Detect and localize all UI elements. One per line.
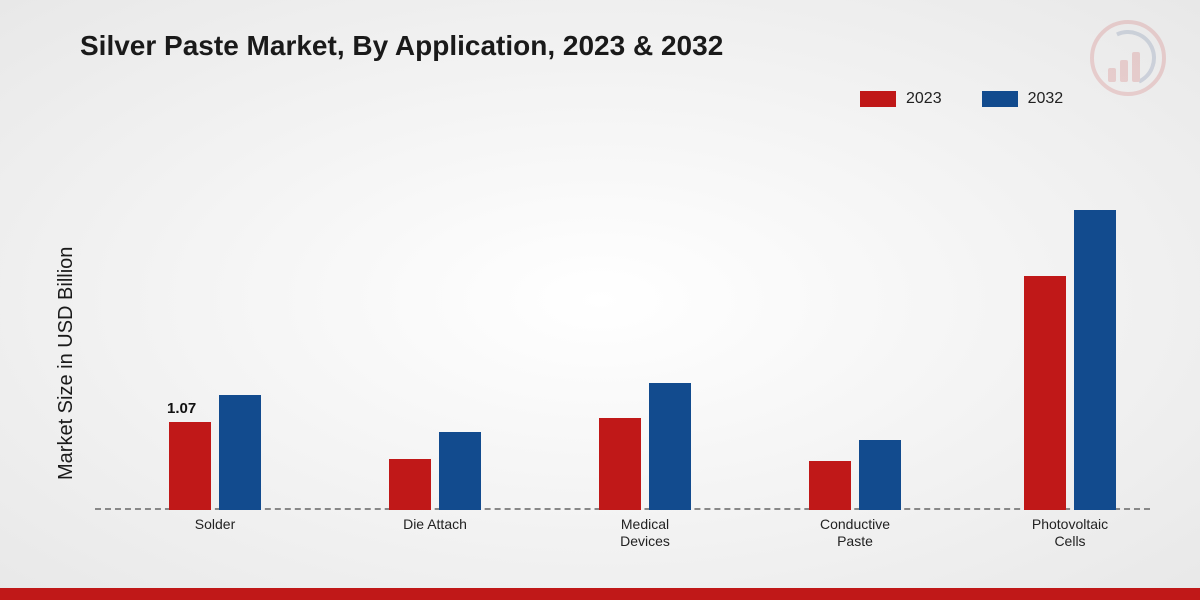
x-label-die-attach: Die Attach (375, 516, 495, 533)
bar-2023-pv (1024, 276, 1066, 510)
data-label-solder: 1.07 (167, 400, 196, 417)
brand-watermark (1090, 20, 1170, 100)
legend-swatch-2032 (982, 91, 1018, 107)
bar-2023-conductive (809, 461, 851, 510)
bar-group-pv (1024, 210, 1116, 510)
y-axis-label: Market Size in USD Billion (55, 247, 78, 480)
bar-2032-solder (219, 395, 261, 510)
bar-2032-pv (1074, 210, 1116, 510)
bar-2023-die-attach (389, 459, 431, 510)
chart-canvas: Silver Paste Market, By Application, 202… (0, 0, 1200, 600)
x-label-pv: PhotovoltaicCells (1010, 516, 1130, 550)
bar-group-die-attach (389, 432, 481, 510)
legend-swatch-2023 (860, 91, 896, 107)
legend-label-2023: 2023 (906, 90, 942, 108)
bar-2032-conductive (859, 440, 901, 510)
bar-2032-die-attach (439, 432, 481, 510)
bar-group-conductive (809, 440, 901, 510)
bar-2032-medical (649, 383, 691, 510)
x-label-conductive: ConductivePaste (795, 516, 915, 550)
bar-group-medical (599, 383, 691, 510)
x-label-solder: Solder (155, 516, 275, 533)
legend-item-2023: 2023 (860, 90, 942, 108)
chart-title: Silver Paste Market, By Application, 202… (80, 30, 723, 62)
legend-item-2032: 2032 (982, 90, 1064, 108)
legend-label-2032: 2032 (1028, 90, 1064, 108)
bar-2023-solder (169, 422, 211, 510)
footer-accent-bar (0, 588, 1200, 600)
x-label-medical: MedicalDevices (585, 516, 705, 550)
bar-2023-medical (599, 418, 641, 510)
legend: 2023 2032 (860, 90, 1063, 108)
plot-area (95, 140, 1150, 510)
